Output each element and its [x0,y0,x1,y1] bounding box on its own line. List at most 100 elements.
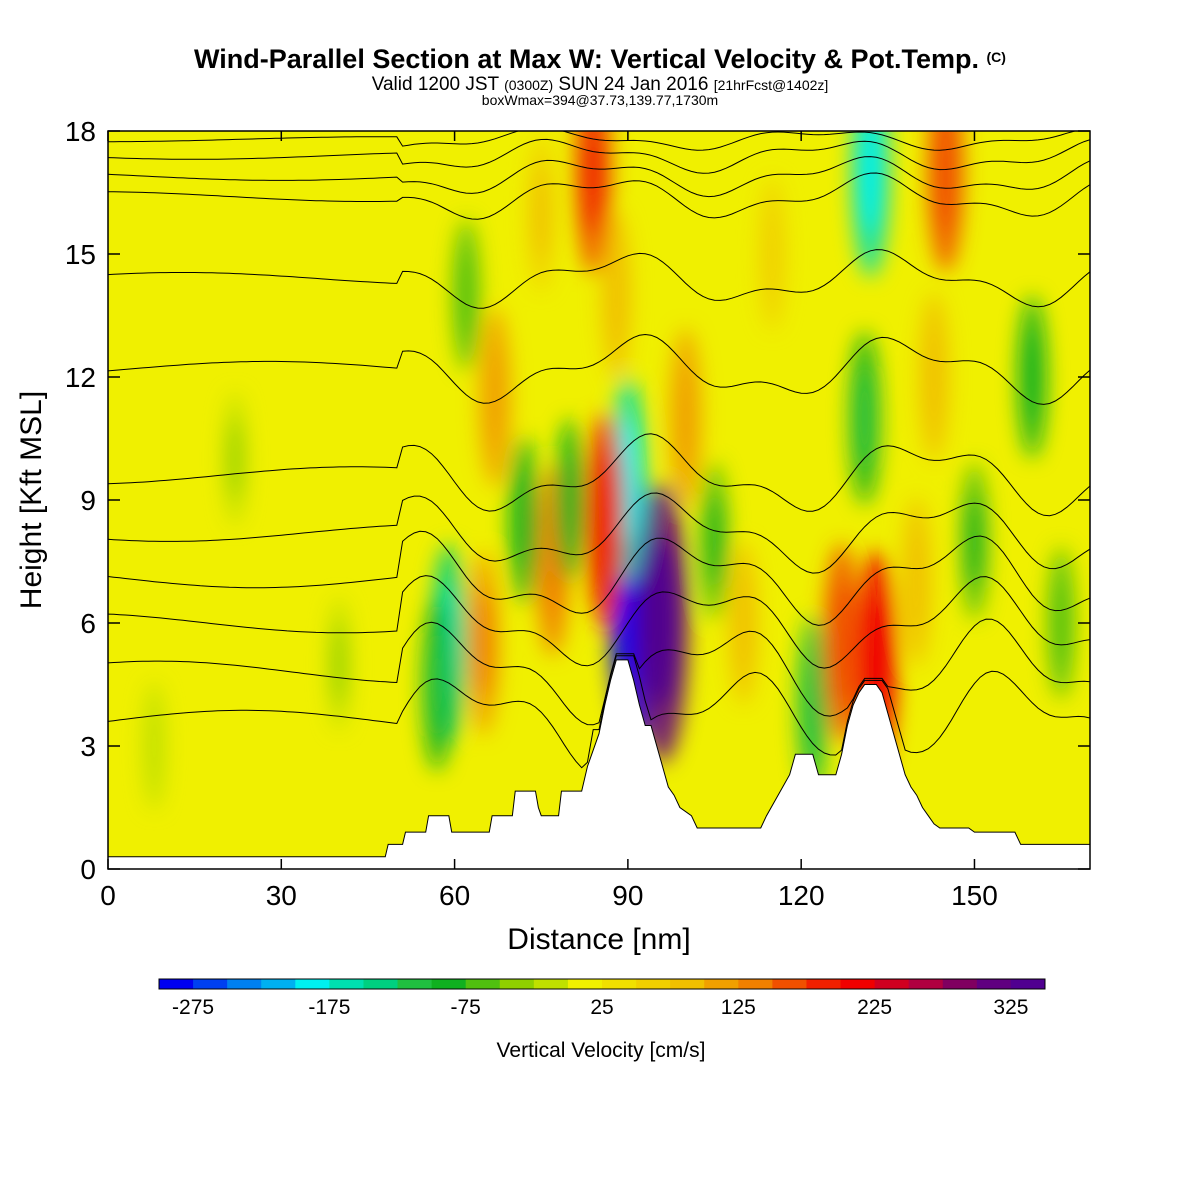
isentrope-line [108,492,1090,574]
colorbar-label: Vertical Velocity [cm/s] [497,1039,706,1062]
y-tick-label: 3 [80,731,96,762]
y-axis-label: Height [Kft MSL] [15,391,48,609]
colorbar-tick-label: 125 [721,996,756,1019]
plot-area [108,131,1090,869]
velocity-core [803,651,822,759]
velocity-core [908,531,926,633]
colorbar-swatch [840,979,876,989]
colorbar-swatch [942,979,978,989]
velocity-core [486,343,504,452]
colorbar-swatch [602,979,637,989]
velocity-core [706,493,723,589]
colorbar-swatch [772,979,807,989]
velocity-core [428,632,446,737]
y-tick-label: 15 [65,239,96,270]
velocity-core [935,131,956,232]
colorbar-swatch [465,979,501,989]
y-tick-label: 18 [65,116,96,147]
y-tick-label: 0 [80,854,96,885]
colorbar-tick-label: 325 [993,996,1028,1019]
isentrope-line [108,655,1090,769]
velocity-core [648,539,677,707]
chart-subtitle: Valid 1200 JST (0300Z) SUN 24 Jan 2016 [… [371,74,829,95]
colorbar-swatch [227,979,262,989]
velocity-core [562,451,579,549]
velocity-core [148,707,161,785]
colorbar-tick-label: -175 [308,996,350,1019]
y-axis: 0 3 6 9 12 15 18 [65,116,1090,885]
isentrope-line [108,131,1077,151]
y-tick-label: 9 [80,485,96,516]
velocity-core [533,165,550,261]
isentrope-line [108,433,1090,517]
colorbar-frame [158,978,1046,990]
isentrope-line [108,333,1090,405]
colorbar-swatch [261,979,296,989]
colorbar-swatch [193,979,228,989]
isentrope-line [108,156,1090,198]
isentrope-line [108,530,1090,626]
colorbar-tick-label: 225 [857,996,892,1019]
x-tick-label: 120 [778,880,825,911]
y-tick-label: 12 [65,362,96,393]
chart-box-info: boxWmax=394@37.73,139.77,1730m [481,92,719,108]
x-tick-label: 90 [612,880,643,911]
x-tick-label: 30 [266,880,297,911]
colorbar-swatch [806,979,842,989]
colorbar-swatch [159,979,194,989]
isentrope-line [108,249,1090,309]
colorbar-swatch [397,979,433,989]
velocity-core [474,588,493,699]
velocity-core [859,131,882,236]
colorbar-swatch [976,979,1012,989]
colorbar-swatch [704,979,739,989]
x-tick-label: 60 [439,880,470,911]
colorbar-tick-label: -75 [451,996,481,1019]
velocity-core [593,455,616,586]
x-tick-label: 0 [100,880,116,911]
x-axis-label: Distance [nm] [507,923,690,956]
colorbar: -275 -175 -75 25 125 225 325 [158,978,1046,1019]
x-axis: 0 30 60 90 120 150 [100,131,998,911]
velocity-core [582,131,604,234]
colorbar-swatch [670,979,705,989]
colorbar-tick-label: -275 [172,996,214,1019]
colorbar-swatch [329,979,364,989]
velocity-core [515,470,533,571]
velocity-core [856,366,874,470]
velocity-core [332,624,346,704]
colorbar-swatch [908,979,944,989]
colorbar-swatch [499,979,535,989]
colorbar-swatch [738,979,773,989]
isentrope-line [108,172,1090,220]
colorbar-tick-label: 25 [590,996,613,1019]
terrain [108,659,1090,869]
isentrope-line [108,618,1090,726]
velocity-core [831,583,852,704]
velocity-core [228,419,242,499]
colorbar-swatch [533,979,569,989]
velocity-core [764,208,780,300]
isentrope-line [108,138,1090,174]
colorbar-swatch [363,979,399,989]
velocity-core [925,326,943,428]
velocity-core [607,244,625,346]
velocity-core [1024,328,1041,426]
isentrope-line [108,575,1090,669]
colorbar-swatch [874,979,910,989]
chart-title: Wind-Parallel Section at Max W: Vertical… [194,44,1006,74]
colorbar-swatch [636,979,671,989]
velocity-core [676,364,695,472]
isentropes [108,131,1090,769]
velocity-core [966,493,983,589]
y-tick-label: 6 [80,608,96,639]
colorbar-swatch [431,979,467,989]
x-tick-label: 150 [951,880,998,911]
velocity-core [735,574,752,672]
colorbar-swatch [1010,979,1046,989]
colorbar-swatch [567,979,603,989]
velocity-core [1053,577,1069,669]
velocity-core [458,249,474,341]
colorbar-swatch [295,979,330,989]
